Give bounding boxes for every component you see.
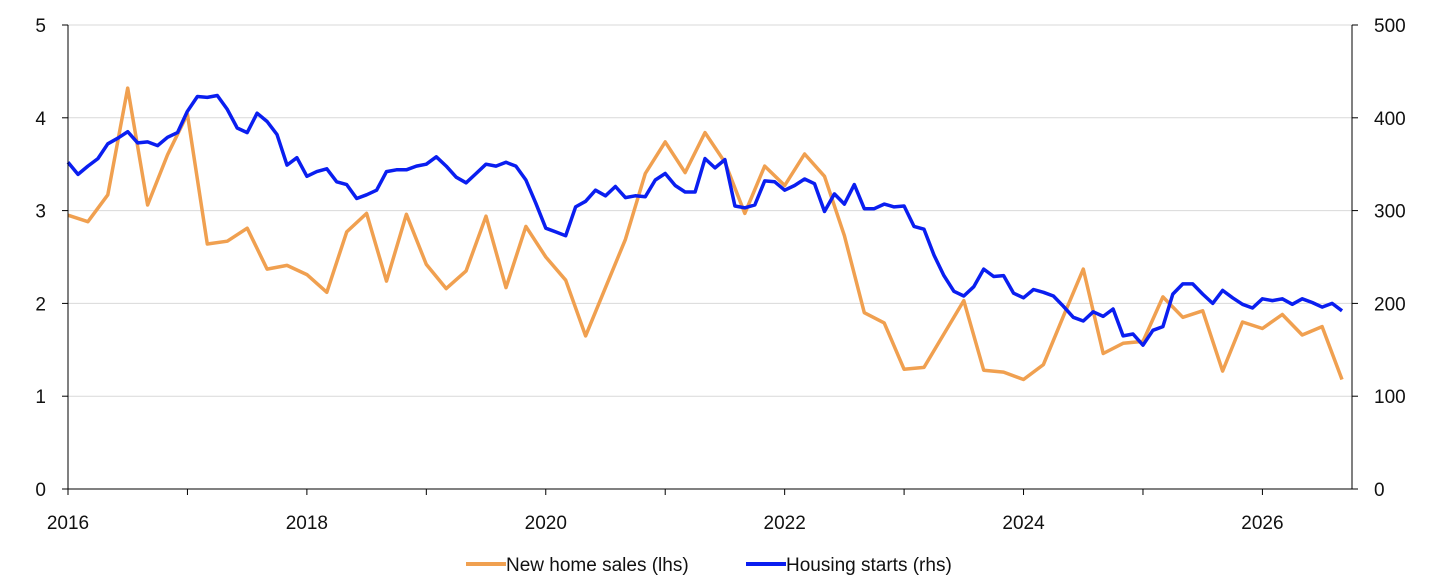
x-tick-label: 2018 [286, 513, 328, 534]
x-tick-label: 2020 [525, 513, 567, 534]
legend-item-new-home-sales: New home sales (lhs) [466, 555, 689, 576]
left-tick-label: 4 [35, 109, 46, 130]
left-tick-label: 2 [35, 294, 46, 315]
right-axis-ticks: 0 100 200 300 400 500 [1352, 16, 1406, 501]
right-tick-label: 500 [1374, 16, 1406, 37]
left-tick-label: 0 [35, 480, 46, 501]
series-line-housing-starts [66, 93, 1344, 347]
gridlines [68, 24, 1352, 397]
right-tick-label: 100 [1374, 387, 1406, 408]
series-layer [66, 86, 1344, 382]
x-axis-ticks: 2016 2018 2020 2022 2024 2026 [47, 489, 1284, 534]
series-line-new-home-sales [67, 86, 1344, 382]
left-tick-label: 5 [35, 16, 46, 37]
right-tick-label: 0 [1374, 480, 1385, 501]
left-tick-label: 1 [35, 387, 46, 408]
x-tick-label: 2026 [1241, 513, 1283, 534]
x-tick-label: 2016 [47, 513, 89, 534]
legend-label: New home sales (lhs) [506, 555, 689, 576]
x-tick-label: 2022 [764, 513, 806, 534]
right-tick-label: 400 [1374, 109, 1406, 130]
left-tick-label: 3 [35, 202, 46, 223]
legend: New home sales (lhs) Housing starts (rhs) [466, 555, 952, 576]
axes [67, 25, 1353, 490]
legend-item-housing-starts: Housing starts (rhs) [746, 555, 952, 576]
legend-label: Housing starts (rhs) [786, 555, 952, 576]
x-tick-label: 2024 [1002, 513, 1045, 534]
right-tick-label: 300 [1374, 202, 1406, 223]
right-tick-label: 200 [1374, 294, 1406, 315]
left-axis-ticks: 0 1 2 3 4 5 [35, 16, 68, 501]
